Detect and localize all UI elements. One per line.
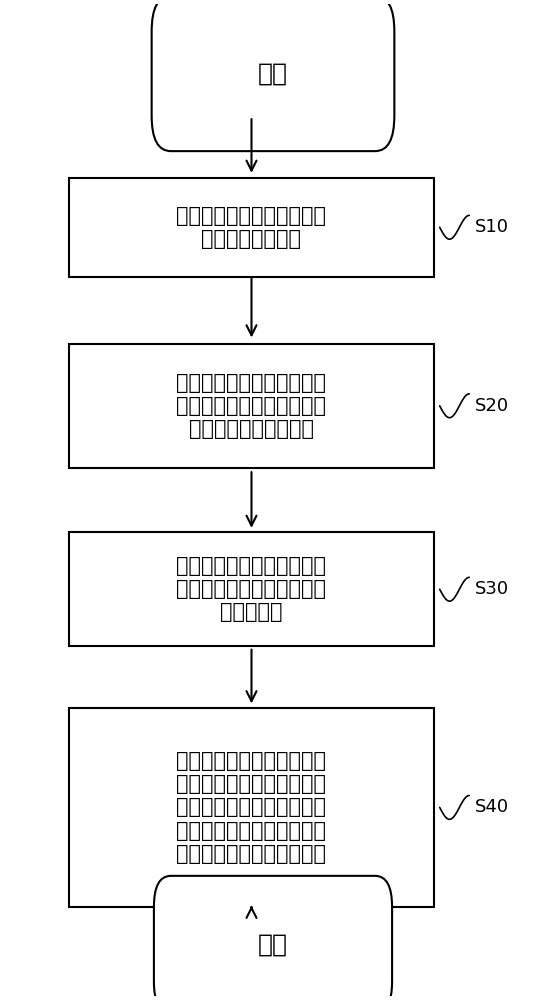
Text: 结束: 结束 bbox=[258, 932, 288, 956]
Bar bbox=[69, 178, 434, 277]
FancyBboxPatch shape bbox=[154, 876, 392, 1000]
Text: 基于所述基础阀门状态列表
与所述典型操作列表生成筛
选操作列表: 基于所述基础阀门状态列表 与所述典型操作列表生成筛 选操作列表 bbox=[176, 556, 327, 622]
FancyBboxPatch shape bbox=[152, 0, 394, 151]
Text: S10: S10 bbox=[474, 218, 509, 236]
Bar bbox=[69, 344, 434, 468]
Text: 开始: 开始 bbox=[258, 62, 288, 86]
Text: 获取用户的操作指令，并基
于所述操作指令以及所述筛
选操作列表对所述基础阀门
状态列表进行更新，以获得
更新后的基础阀门状态列表: 获取用户的操作指令，并基 于所述操作指令以及所述筛 选操作列表对所述基础阀门 状… bbox=[176, 751, 327, 864]
Bar bbox=[69, 532, 434, 646]
Bar bbox=[69, 708, 434, 907]
Text: 获取电厂人员当前的调整操
作，并基于所述调整操作生
成对应的典型操作列表: 获取电厂人员当前的调整操 作，并基于所述调整操作生 成对应的典型操作列表 bbox=[176, 373, 327, 439]
Text: S40: S40 bbox=[474, 798, 509, 816]
Text: 获取所述发电机组中阀门的
基础阀门状态列表: 获取所述发电机组中阀门的 基础阀门状态列表 bbox=[176, 206, 327, 249]
Text: S20: S20 bbox=[474, 397, 509, 415]
Text: S30: S30 bbox=[474, 580, 509, 598]
